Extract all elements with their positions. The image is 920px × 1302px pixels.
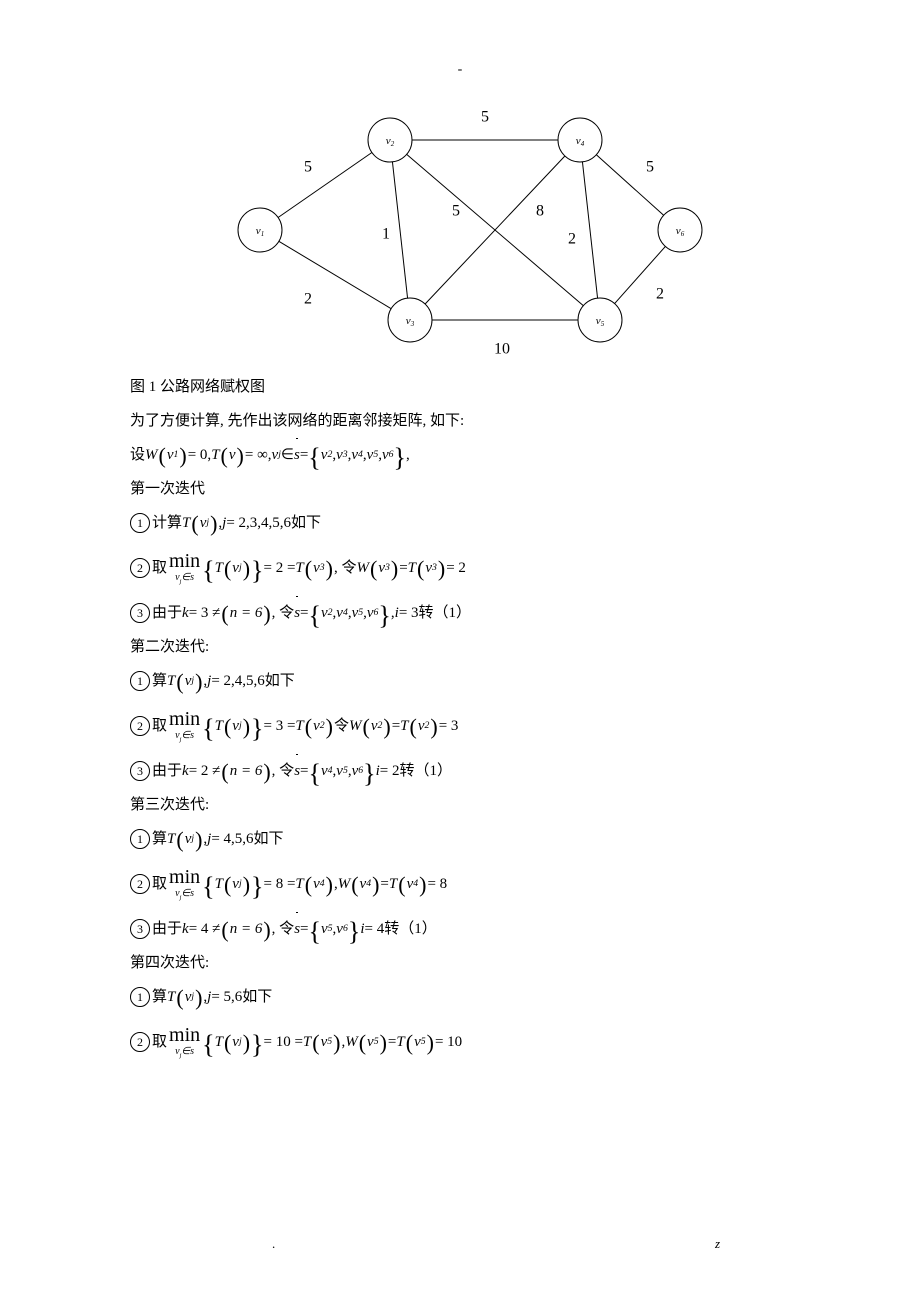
init-line: 设W(v1) = 0, T(v) = ∞, vj ∈ s = {v2, v3, … [130, 438, 790, 472]
svg-text:8: 8 [536, 203, 544, 220]
footer-right: z [715, 1236, 720, 1252]
iteration-step: 2取minvj∈s{T(vj)} = 2 = T(v3), 令W(v3) = T… [130, 540, 790, 596]
svg-text:10: 10 [494, 341, 510, 358]
iteration-step: 3由于k = 3 ≠ (n = 6), 令s = {v2, v4, v5, v6… [130, 596, 790, 630]
svg-text:5: 5 [646, 159, 654, 176]
iteration-step: 1计算T(vj), j = 2,3,4,5,6 如下 [130, 506, 790, 540]
iteration-step: 3由于k = 2 ≠ (n = 6), 令s = {v4, v5, v6}i =… [130, 754, 790, 788]
iteration-step: 1算T(vj), j = 4,5,6 如下 [130, 822, 790, 856]
svg-text:5: 5 [481, 109, 489, 126]
iteration-step: 2取minvj∈s{T(vj)} = 10 = T(v5), W(v5) = T… [130, 1014, 790, 1070]
iteration-title: 第四次迭代: [130, 946, 790, 980]
intro-line: 为了方便计算, 先作出该网络的距离邻接矩阵, 如下: [130, 404, 790, 438]
iteration-title: 第二次迭代: [130, 630, 790, 664]
iteration-title: 第三次迭代: [130, 788, 790, 822]
footer-left: . [272, 1236, 275, 1252]
iteration-step: 3由于k = 4 ≠ (n = 6), 令s = {v5, v6}i = 4 转… [130, 912, 790, 946]
svg-text:2: 2 [656, 286, 664, 303]
svg-text:2: 2 [568, 231, 576, 248]
content: 图 1 公路网络赋权图 为了方便计算, 先作出该网络的距离邻接矩阵, 如下: 设… [130, 370, 790, 1070]
svg-text:5: 5 [452, 203, 460, 220]
svg-text:5: 5 [304, 159, 312, 176]
iteration-title: 第一次迭代 [130, 472, 790, 506]
network-graph: 52155810252v1v2v3v4v5v6 [200, 100, 720, 360]
svg-text:2: 2 [304, 291, 312, 308]
svg-text:1: 1 [382, 226, 390, 243]
iteration-step: 2取minvj∈s{T(vj)} = 8 = T(v4), W(v4) = T(… [130, 856, 790, 912]
figure-caption: 图 1 公路网络赋权图 [130, 370, 790, 404]
iteration-step: 2取minvj∈s{T(vj)} = 3 = T(v2)令W(v2) = T(v… [130, 698, 790, 754]
header-dash: - [458, 62, 463, 78]
iteration-step: 1算T(vj), j = 2,4,5,6 如下 [130, 664, 790, 698]
iteration-step: 1算T(vj), j = 5,6 如下 [130, 980, 790, 1014]
